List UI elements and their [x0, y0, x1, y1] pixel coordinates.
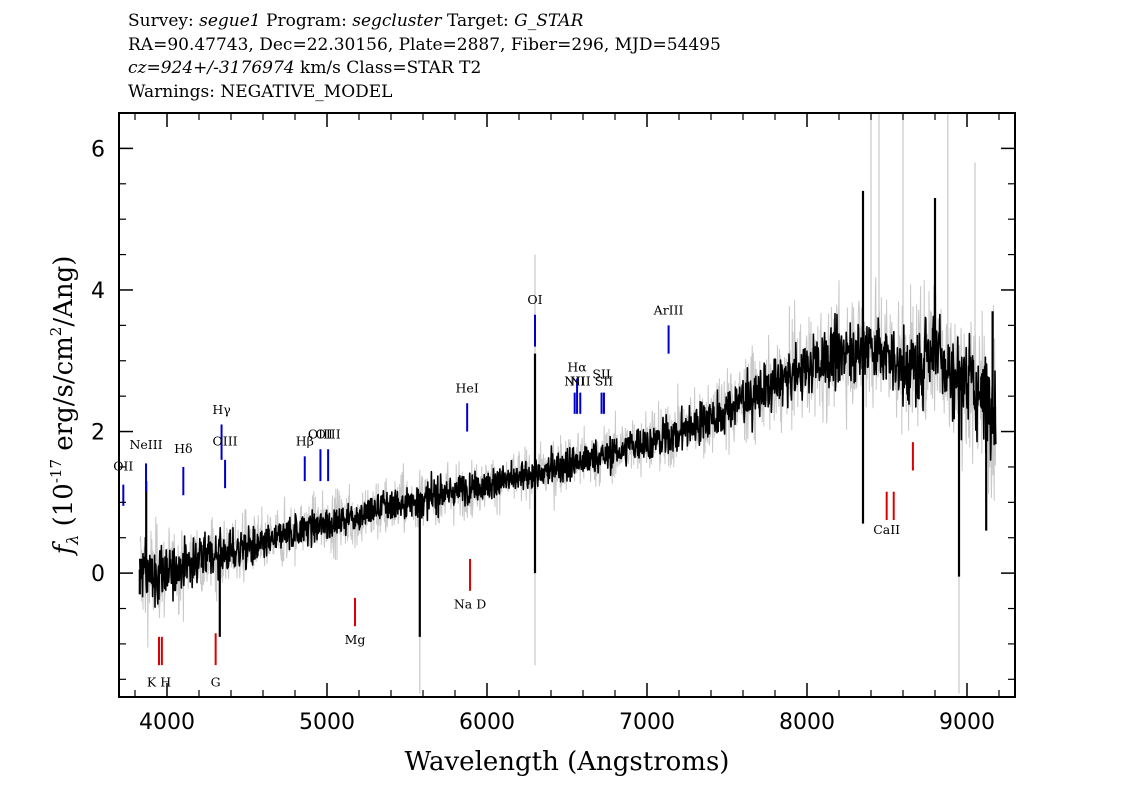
error-series-line: [139, 277, 997, 648]
emission-line-label: Hγ: [212, 402, 230, 417]
flux-series-line: [139, 312, 997, 608]
x-tick-label: 9000: [939, 710, 995, 735]
cz-value: cz=924+/-3176974: [128, 58, 295, 78]
x-tick-label: 6000: [459, 710, 515, 735]
survey-label: Survey:: [128, 11, 194, 31]
emission-line-label: OI: [527, 292, 542, 307]
y-axis-title: fλ (10-17 erg/s/cm2/Ang): [47, 256, 82, 557]
y-axis-title-sub: λ: [63, 535, 82, 546]
header-line-3: cz=924+/-3176974 km/s Class=STAR T2: [128, 57, 721, 81]
absorption-line-label: CaII: [873, 522, 900, 537]
survey-value: segue1: [199, 11, 261, 31]
y-tick-label: 2: [91, 421, 105, 446]
emission-line-label: ArIII: [653, 303, 684, 318]
y-axis-title-exp2: 2: [47, 327, 65, 337]
axes: 4000 5000 6000 7000 8000 9000 0 2 4 6: [91, 112, 1015, 735]
absorption-line-label: K H: [147, 674, 171, 689]
plot-frame: [118, 112, 1016, 698]
emission-line-label: OIII: [316, 427, 341, 442]
absorption-line-label: Na D: [454, 597, 486, 612]
program-value: segcluster: [352, 11, 442, 31]
target-label: Target:: [446, 11, 509, 31]
x-tick-label: 8000: [779, 710, 835, 735]
emission-line-label: Hα: [567, 359, 587, 374]
emission-line-label: SII: [595, 374, 614, 389]
emission-line-label: NII: [564, 374, 585, 389]
emission-line-label: HeI: [456, 381, 479, 396]
emission-line-label: NeIII: [129, 437, 162, 452]
y-tick-label: 4: [91, 279, 105, 304]
emission-line-label: SII: [592, 366, 611, 381]
x-axis-title: Wavelength (Angstroms): [405, 747, 730, 777]
target-value: G_STAR: [514, 11, 584, 31]
y-axis-title-body: (10: [49, 483, 79, 535]
spectrum-header: Survey: segue1 Program: segcluster Targe…: [128, 10, 721, 104]
emission-line-label: Hβ: [296, 434, 314, 449]
y-axis-title-exp: -17: [47, 459, 65, 483]
emission-line-label: OIII: [213, 434, 238, 449]
x-tick-label: 7000: [619, 710, 675, 735]
y-tick-label: 6: [91, 137, 105, 162]
cz-units: km/s Class=STAR T2: [300, 58, 482, 78]
x-tick-label: 5000: [299, 710, 355, 735]
program-label: Program:: [266, 11, 347, 31]
y-axis-title-end: /Ang): [49, 256, 79, 327]
absorption-line-label: Mg: [345, 632, 366, 647]
header-line-2: RA=90.47743, Dec=22.30156, Plate=2887, F…: [128, 34, 721, 55]
plot-area: [138, 113, 997, 694]
y-axis-title-mid: erg/s/cm: [49, 336, 79, 459]
header-line-1: Survey: segue1 Program: segcluster Targe…: [128, 10, 721, 34]
emission-line-label: OII: [113, 458, 133, 473]
y-tick-label: 0: [91, 562, 105, 587]
x-tick-label: 4000: [139, 710, 195, 735]
emission-line-label: OIII: [308, 427, 333, 442]
emission-line-label: NII: [570, 374, 591, 389]
absorption-line-label: G: [211, 674, 221, 689]
emission-line-label: Hδ: [174, 441, 192, 456]
header-warnings: Warnings: NEGATIVE_MODEL: [128, 81, 393, 102]
